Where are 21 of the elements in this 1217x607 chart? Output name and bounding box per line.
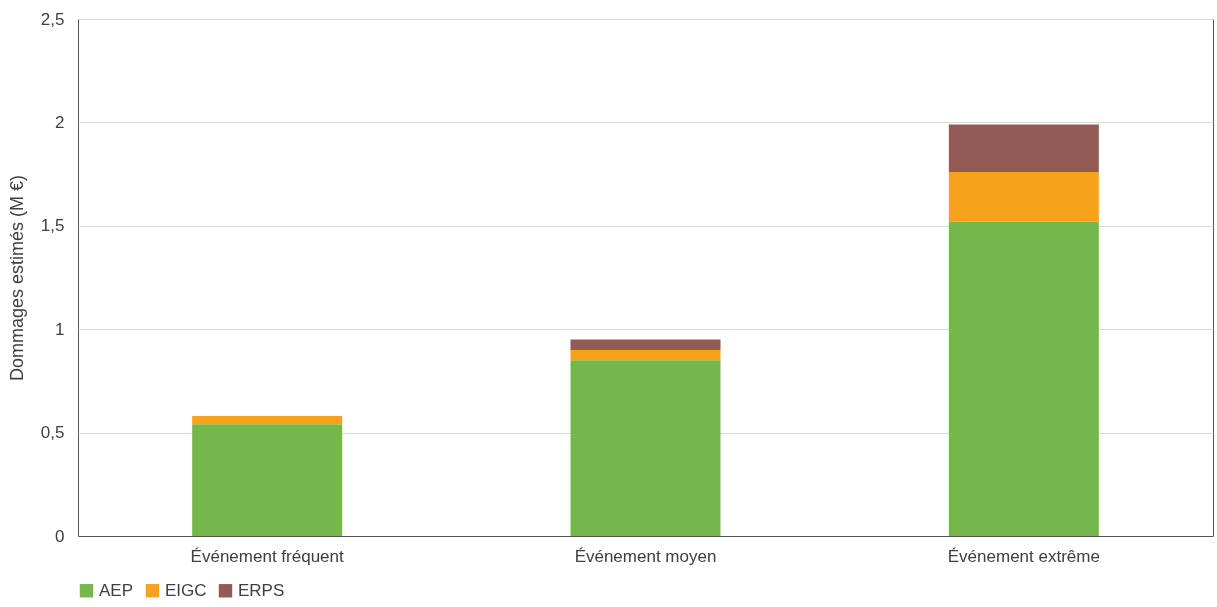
y-tick-label: 0,5 (40, 423, 65, 443)
legend-label: EIGC (165, 580, 207, 600)
bar (948, 172, 1099, 222)
bar (570, 339, 721, 350)
y-tick-label: 1,5 (40, 216, 65, 236)
bar (948, 124, 1099, 173)
x-tick-label: Événement extrême (947, 546, 1100, 566)
x-tick-label: Événement fréquent (190, 546, 344, 566)
y-tick-label: 0 (55, 526, 65, 546)
bar (192, 424, 343, 536)
bar (192, 416, 343, 425)
y-axis-title: Dommages estimés (M €) (6, 174, 27, 382)
bar (570, 360, 721, 536)
legend-label: ERPS (238, 580, 285, 600)
y-tick-label: 2 (55, 112, 65, 132)
y-tick-label: 1 (55, 319, 65, 339)
bar (570, 349, 721, 361)
legend-label: AEP (99, 580, 134, 600)
bar (948, 221, 1099, 536)
x-tick-label: Événement moyen (574, 546, 717, 566)
y-tick-label: 2,5 (40, 9, 65, 29)
